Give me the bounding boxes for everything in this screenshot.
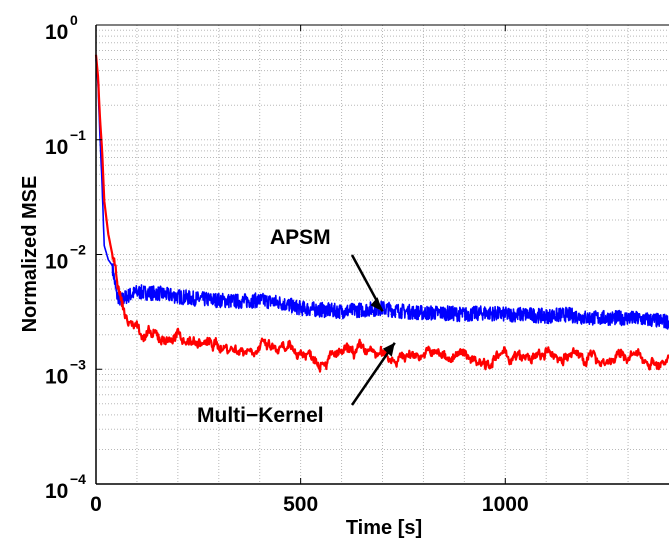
series-line-apsm — [95, 59, 669, 330]
y-axis-title: Normalized MSE — [19, 176, 41, 333]
y-tick-label: 10 — [45, 480, 68, 503]
y-tick-label: 10 — [45, 136, 68, 159]
y-tick-exponent: −3 — [70, 356, 86, 372]
y-tick-label: 10 — [45, 251, 68, 274]
x-tick-label: 0 — [90, 493, 102, 516]
x-tick-label: 1000 — [482, 493, 529, 516]
annotation-apsm-arrowhead — [370, 297, 383, 312]
annotation-multikernel-arrow — [350, 342, 396, 406]
y-tick-label: 10 — [45, 365, 68, 388]
y-tick-exponent: −1 — [70, 127, 86, 143]
annotation-multikernel-label: Multi−Kernel — [197, 404, 324, 427]
y-tick-exponent: −4 — [70, 471, 86, 487]
x-axis-title: Time [s] — [346, 517, 422, 539]
series-line-multi-kernel — [94, 54, 669, 373]
annotation-multikernel-arrowhead — [382, 342, 395, 357]
y-tick-exponent: −2 — [70, 242, 86, 258]
annotation-layer: APSM Multi−Kernel — [197, 226, 396, 427]
grid — [96, 25, 669, 484]
series-layer — [94, 54, 669, 373]
annotation-apsm-label: APSM — [270, 226, 331, 249]
y-tick-exponent: 0 — [70, 12, 78, 28]
y-tick-label: 10 — [45, 21, 68, 44]
x-tick-label: 500 — [283, 493, 318, 516]
